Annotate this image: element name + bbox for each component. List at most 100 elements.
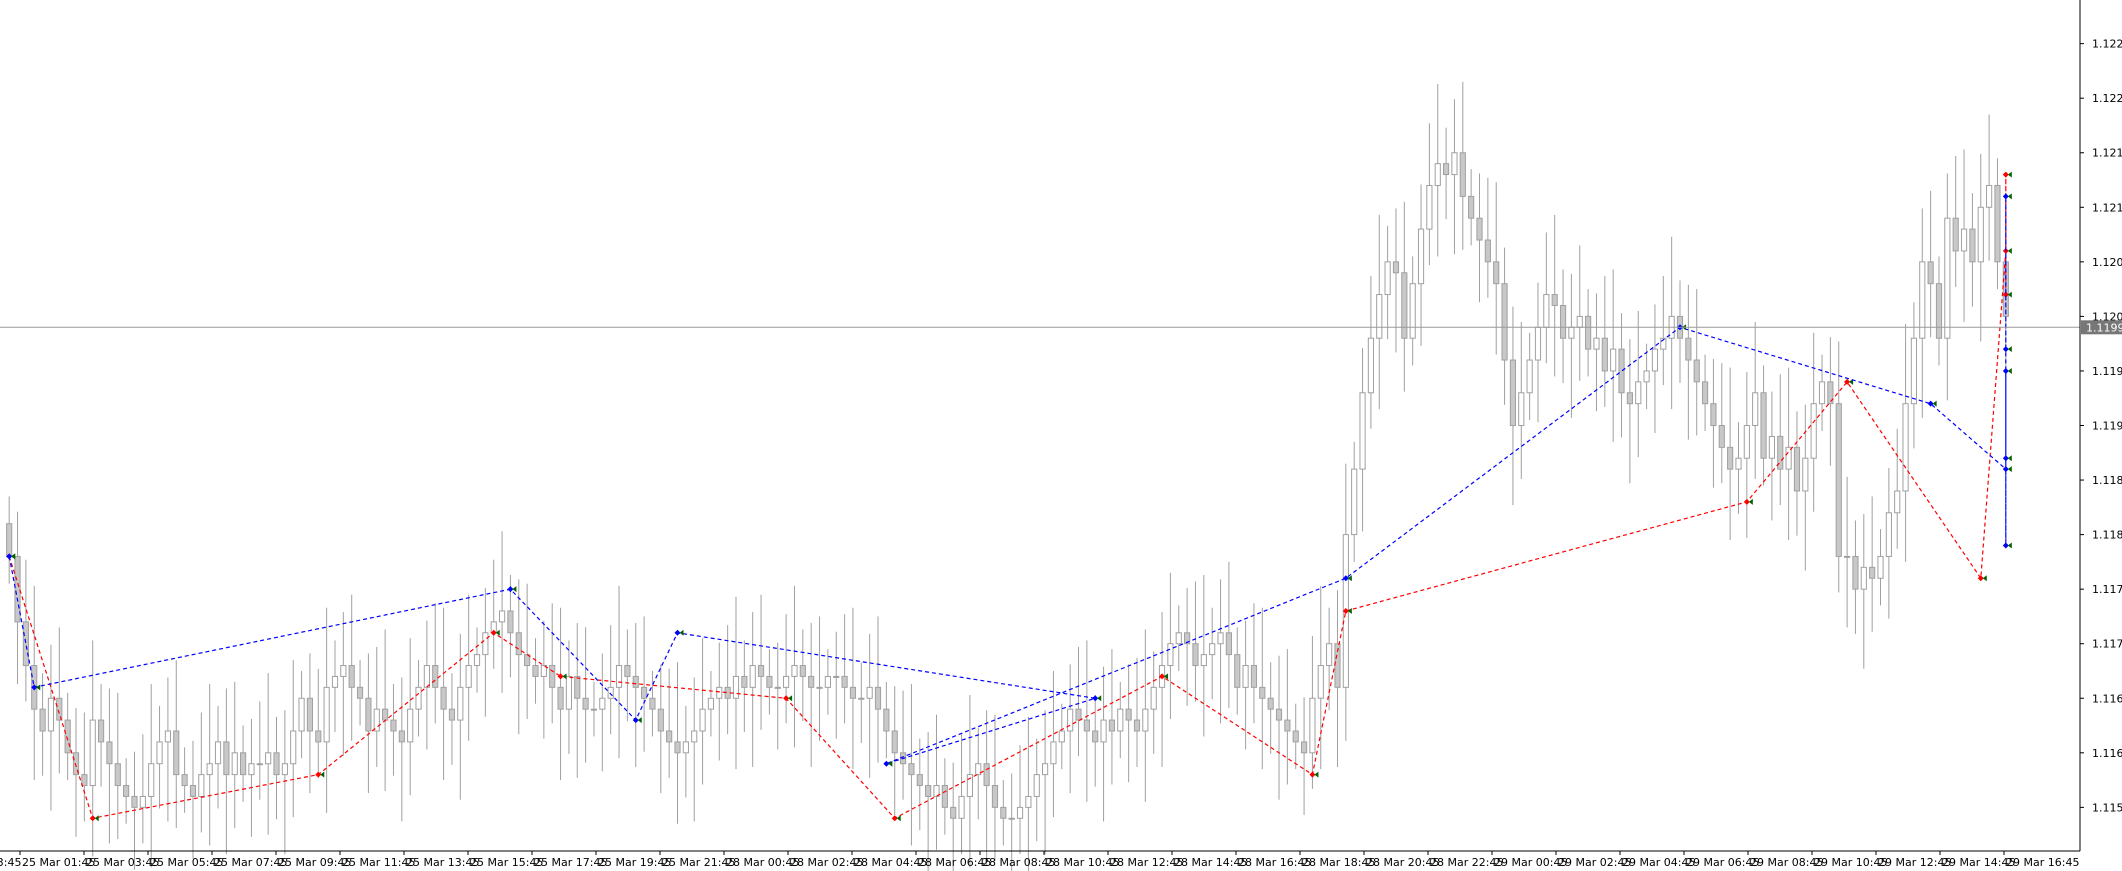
- candle-body: [599, 697, 606, 710]
- x-tick-label: 29 Mar 04:45: [1622, 856, 1695, 869]
- zigzag-lines-layer: [6, 171, 2012, 822]
- candle-body: [214, 741, 222, 765]
- candle-body: [916, 774, 923, 787]
- arrow-marker: [320, 771, 325, 778]
- candle-body: [557, 686, 564, 710]
- candle-body: [1593, 337, 1600, 350]
- candle-body: [1443, 163, 1450, 176]
- candle-body: [624, 665, 631, 677]
- candle-body: [1818, 381, 1826, 405]
- candle-body: [1844, 555, 1851, 558]
- arrow-marker: [2007, 171, 2012, 178]
- y-tick-label: 1.1205: [2092, 256, 2122, 269]
- candle-body: [1359, 392, 1366, 470]
- candle-body: [1618, 348, 1625, 394]
- candle-body: [1000, 806, 1007, 819]
- candle-body: [849, 686, 857, 699]
- candle-body: [1585, 315, 1592, 350]
- candle-body: [1735, 457, 1742, 470]
- candle-body: [1459, 152, 1466, 197]
- candle-body: [1701, 381, 1709, 405]
- x-tick-label: 28 Mar 22:45: [1430, 856, 1503, 869]
- candle-body: [1927, 261, 1934, 285]
- candle-body: [1376, 294, 1383, 339]
- x-tick-label: 28 Mar 02:45: [790, 856, 863, 869]
- x-tick-label: 25 Mar 01:45: [22, 856, 95, 869]
- zigzag-red-point: [1977, 575, 1984, 582]
- candle-body: [198, 774, 205, 797]
- candle-body: [1885, 512, 1892, 557]
- candle-body: [590, 708, 598, 711]
- arrow-marker: [2007, 455, 2012, 462]
- candle-body: [641, 686, 648, 699]
- candle-body: [1075, 708, 1082, 721]
- candle-body: [732, 675, 740, 699]
- y-tick-label: 1.1185: [2092, 474, 2122, 487]
- zigzag-blue-point: [2002, 455, 2009, 462]
- candle-body: [799, 665, 806, 677]
- candle-body: [256, 763, 263, 766]
- candle-body: [1108, 719, 1116, 732]
- candle-body: [791, 665, 798, 677]
- zigzag-red-point: [2002, 171, 2009, 178]
- candle-body: [716, 686, 723, 699]
- candle-body: [1860, 566, 1867, 590]
- candle-body: [106, 741, 113, 765]
- candle-body: [1125, 708, 1132, 721]
- candle-body: [1977, 206, 1984, 263]
- candle-body: [858, 697, 865, 700]
- candle-body: [1008, 817, 1015, 820]
- candle-body: [607, 686, 614, 699]
- candle-body: [156, 741, 163, 765]
- zigzag-blue-point: [883, 760, 890, 767]
- candle-body: [883, 708, 890, 732]
- arrow-marker: [94, 815, 99, 822]
- candle-body: [72, 752, 80, 776]
- zigzag-red-point: [490, 629, 497, 636]
- candle-body: [1184, 632, 1191, 645]
- candle-body: [1969, 228, 1976, 263]
- y-axis-ticks: 1.12251.12201.12151.12101.12051.12001.11…: [2080, 38, 2122, 814]
- candle-body: [89, 719, 96, 787]
- candle-body: [1100, 719, 1107, 743]
- candle-body: [365, 697, 372, 732]
- zigzag-red-point: [1159, 673, 1166, 680]
- candle-body: [382, 708, 389, 721]
- x-tick-label: 25 Mar 21:45: [662, 856, 735, 869]
- arrow-marker: [788, 695, 793, 702]
- current-price-badge: 1.1199: [2081, 320, 2122, 335]
- candle-body: [398, 730, 405, 743]
- candle-body: [1919, 261, 1926, 339]
- y-tick-label: 1.1180: [2092, 529, 2122, 542]
- candle-body: [1685, 337, 1692, 361]
- candle-body: [1476, 217, 1483, 241]
- candle-body: [1559, 304, 1567, 339]
- x-tick-label: 28 Mar 10:45: [1046, 856, 1119, 869]
- candle-body: [1042, 763, 1049, 776]
- x-tick-label: 25 Mar 15:45: [470, 856, 543, 869]
- candle-body: [1693, 359, 1700, 383]
- candle-body: [1852, 555, 1859, 590]
- arrow-marker: [2007, 367, 2012, 374]
- candle-body: [816, 686, 823, 689]
- candle-body: [549, 665, 556, 688]
- candle-body: [1142, 708, 1149, 732]
- x-tick-label: 25 Mar 07:45: [214, 856, 287, 869]
- arrow-marker: [1748, 498, 1753, 505]
- candle-body: [908, 763, 915, 776]
- candle-body: [1250, 665, 1258, 688]
- y-tick-label: 1.1200: [2092, 310, 2122, 323]
- candle-body: [574, 675, 581, 699]
- x-tick-label: 29 Mar 08:45: [1750, 856, 1823, 869]
- candle-body: [674, 741, 681, 754]
- candle-body: [415, 686, 422, 710]
- zigzag-blue-point: [674, 629, 681, 636]
- arrow-marker: [2007, 247, 2012, 254]
- candle-body: [1501, 283, 1508, 361]
- candle-body: [290, 730, 297, 765]
- candle-body: [440, 686, 447, 710]
- candle-body: [1067, 708, 1074, 732]
- candle-body: [666, 730, 673, 743]
- arrow-marker: [888, 760, 893, 767]
